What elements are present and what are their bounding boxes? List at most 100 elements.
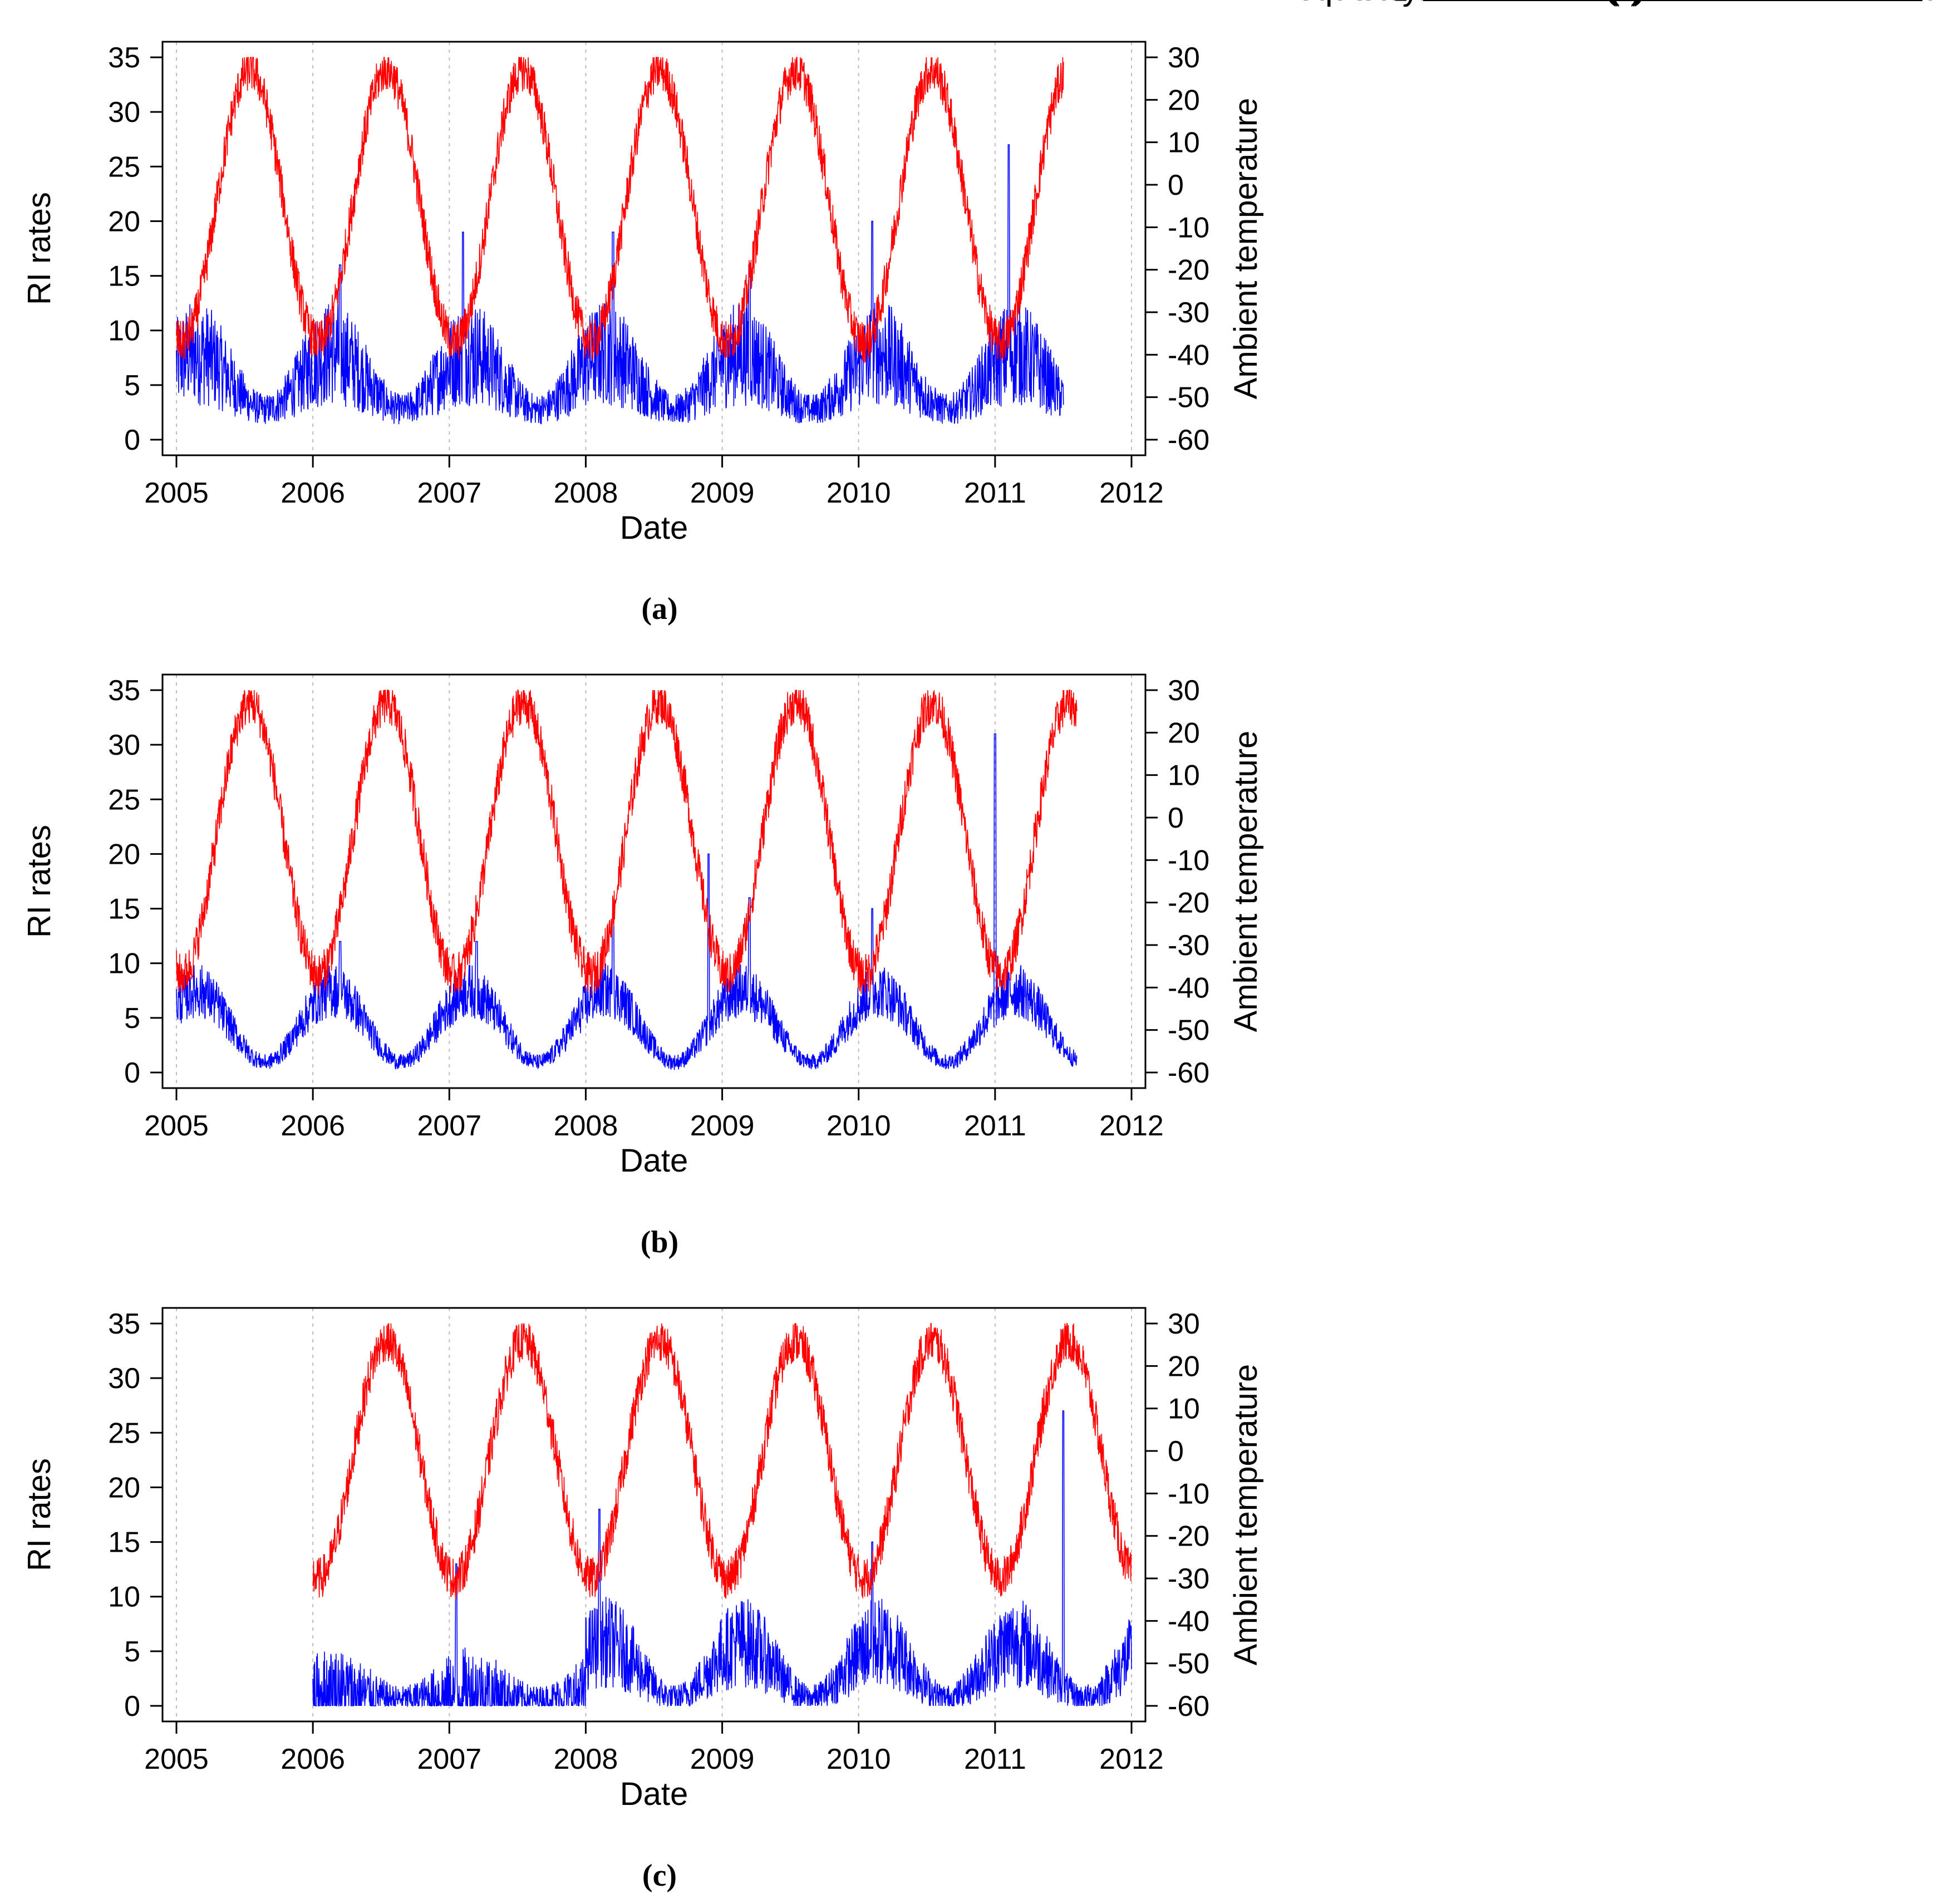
y2-tick-label: -50 <box>1168 382 1209 414</box>
plot-frame <box>161 41 1147 456</box>
panel-caption: (b) <box>641 1225 678 1260</box>
x-tick-label: 30 <box>1906 0 1939 7</box>
x-tick-label: 25 <box>1823 0 1856 7</box>
x-tick-label: 10 <box>1573 0 1606 7</box>
panel-caption: (f) <box>1610 0 1641 7</box>
x-tick-label: 30 <box>1906 0 1939 7</box>
x-tick-label: 2007 <box>417 477 481 509</box>
y-tick-label: 25 <box>108 784 140 816</box>
panel-caption: (d) <box>1606 0 1644 7</box>
y-axis-label: RI rates <box>21 192 57 305</box>
x-tick-label: 2005 <box>144 1110 209 1142</box>
x-tick-label: 2008 <box>554 477 618 509</box>
y2-tick-label: 30 <box>1168 1308 1200 1340</box>
panel-a: 2005 2006 2007 2008 2009 2010 2011 201205101520… <box>21 41 1264 626</box>
y-tick-label: 600 <box>1360 0 1409 7</box>
x-tick-label: 2008 <box>554 1743 618 1775</box>
y-tick-label: 0 <box>124 424 140 456</box>
x-tick-label: 2012 <box>1099 477 1164 509</box>
y-tick-label: 200 <box>1360 0 1409 7</box>
x-tick-label: 2010 <box>827 477 891 509</box>
y2-tick-label: 30 <box>1168 675 1200 707</box>
y-tick-label: 5 <box>124 370 140 402</box>
x-tick-label: 25 <box>1823 0 1856 7</box>
x-tick-label: 20 <box>1740 0 1772 7</box>
y2-tick-label: -10 <box>1168 211 1209 244</box>
y-tick-label: 15 <box>108 1527 140 1559</box>
x-axis-label: Date <box>620 1143 688 1179</box>
plot-frame <box>161 1307 1147 1723</box>
y-tick-label: 800 <box>1360 0 1409 7</box>
x-axis-label: Date <box>620 510 688 546</box>
panel-caption: (e) <box>1608 0 1642 7</box>
y2-tick-label: 10 <box>1168 127 1200 159</box>
y2-tick-label: -60 <box>1168 1690 1209 1723</box>
y2-axis-label: Ambient temperature <box>1228 98 1264 400</box>
y-tick-label: 35 <box>108 675 140 707</box>
y2-tick-label: 0 <box>1168 1435 1184 1468</box>
y2-tick-label: -20 <box>1168 1521 1209 1553</box>
x-tick-label: 20 <box>1740 0 1772 7</box>
x-tick-label: 0 <box>1415 0 1432 7</box>
panel-b: 2005 2006 2007 2008 2009 2010 2011 201205101520… <box>21 673 1264 1260</box>
x-tick-label: 5 <box>1498 0 1514 7</box>
x-tick-label: 5 <box>1498 0 1514 7</box>
y-tick-label: 400 <box>1360 0 1409 7</box>
y-tick-label: 400 <box>1360 0 1409 7</box>
y-tick-label: 5 <box>124 1002 140 1035</box>
x-tick-label: 2006 <box>281 1743 345 1775</box>
y-tick-label: 200 <box>1360 0 1409 7</box>
x-axis-label: RI rates <box>1616 0 1729 7</box>
y2-tick-label: -30 <box>1168 1563 1209 1595</box>
y2-axis-label: Ambient temperature <box>1228 731 1264 1032</box>
y-tick-label: 20 <box>108 1472 140 1504</box>
y-tick-label: 600 <box>1360 0 1409 7</box>
panel-c: 2005 2006 2007 2008 2009 2010 2011 201205101520… <box>21 1307 1264 1893</box>
y2-tick-label: 0 <box>1168 169 1184 201</box>
y-tick-label: 0 <box>1376 0 1393 7</box>
y2-tick-label: 10 <box>1168 760 1200 792</box>
x-tick-label: 15 <box>1657 0 1689 7</box>
x-tick-label: 15 <box>1657 0 1689 7</box>
y-tick-label: 10 <box>108 1581 140 1613</box>
x-tick-label: 2005 <box>144 1743 209 1775</box>
x-tick-label: 2009 <box>690 1743 755 1775</box>
y2-tick-label: -40 <box>1168 1605 1209 1637</box>
x-tick-label: 2011 <box>964 1110 1026 1142</box>
x-tick-label: 25 <box>1823 0 1856 7</box>
y2-tick-label: 30 <box>1168 42 1200 74</box>
x-tick-label: 2008 <box>554 1110 618 1142</box>
y-tick-label: 30 <box>108 96 140 129</box>
y-tick-label: 10 <box>108 315 140 347</box>
panel-d: 051015202530RI rates0200400600800Frequen… <box>1266 0 1939 7</box>
x-axis-label: RI rates <box>1616 0 1729 7</box>
x-tick-label: 10 <box>1573 0 1606 7</box>
temperature-series-line <box>176 689 1078 996</box>
ri-rates-series-line <box>312 1410 1132 1708</box>
y-tick-label: 15 <box>108 260 140 293</box>
panel-f: 051015202530RI rates0200400600800Frequen… <box>1266 0 1939 7</box>
y2-tick-label: -40 <box>1168 972 1209 1004</box>
y-axis-label: RI rates <box>21 1458 57 1571</box>
y2-tick-label: 20 <box>1168 717 1200 749</box>
panel-e: 051015202530RI rates0200400600800Frequen… <box>1266 0 1939 7</box>
y-axis-label: RI rates <box>21 825 57 938</box>
y2-tick-label: 0 <box>1168 802 1184 834</box>
x-tick-label: 0 <box>1415 0 1432 7</box>
x-tick-label: 10 <box>1573 0 1606 7</box>
y2-tick-label: -40 <box>1168 339 1209 371</box>
x-tick-label: 20 <box>1740 0 1772 7</box>
x-tick-label: 30 <box>1906 0 1939 7</box>
temperature-series-line <box>176 57 1064 363</box>
x-tick-label: 2007 <box>417 1110 481 1142</box>
y2-tick-label: -50 <box>1168 1648 1209 1680</box>
ri-rates-series-line <box>176 144 1064 425</box>
y-tick-label: 0 <box>124 1690 140 1723</box>
x-tick-label: 2009 <box>690 477 755 509</box>
y-tick-label: 200 <box>1360 0 1409 7</box>
y-tick-label: 20 <box>108 205 140 238</box>
y2-tick-label: -60 <box>1168 1057 1209 1089</box>
y-tick-label: 30 <box>108 729 140 761</box>
y-tick-label: 35 <box>108 1308 140 1340</box>
